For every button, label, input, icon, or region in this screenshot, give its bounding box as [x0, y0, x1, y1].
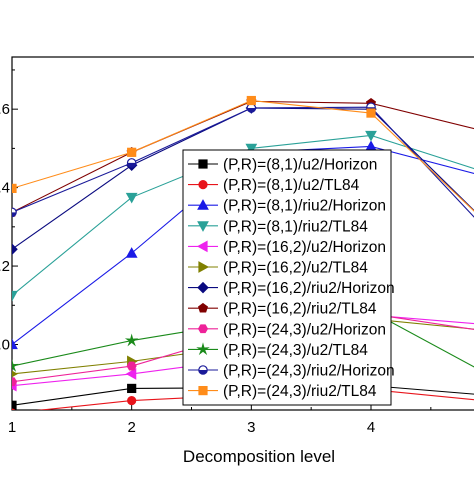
legend-label: (P,R)=(8,1)/u2/TL84	[223, 177, 360, 194]
legend-entry: (P,R)=(8,1)/u2/TL84	[188, 177, 360, 194]
legend-label: (P,R)=(16,2)/u2/Horizon	[223, 239, 386, 256]
data-point	[125, 368, 137, 380]
legend-label: (P,R)=(8,1)/riu2/TL84	[223, 218, 368, 235]
data-point	[12, 338, 18, 350]
legend-entry: (P,R)=(24,3)/riu2/Horizon	[188, 363, 395, 380]
data-point	[365, 130, 377, 142]
legend-entry: (P,R)=(24,3)/riu2/TL84	[188, 383, 377, 400]
data-point	[12, 400, 17, 410]
legend-entry: (P,R)=(16,2)/u2/TL84	[188, 260, 368, 277]
series-12	[12, 95, 474, 212]
data-point	[246, 95, 256, 106]
legend-marker	[197, 324, 209, 334]
legend-entry: (P,R)=(8,1)/riu2/Horizon	[188, 198, 386, 215]
legend-marker	[197, 199, 209, 210]
legend-box	[182, 149, 392, 406]
data-point	[125, 247, 138, 258]
legend-entry: (P,R)=(16,2)/u2/Horizon	[188, 239, 386, 256]
x-tick-label: 4	[367, 419, 375, 436]
legend-label: (P,R)=(24,3)/riu2/TL84	[223, 383, 377, 400]
legend-label: (P,R)=(8,1)/u2/Horizon	[223, 157, 377, 174]
data-point	[125, 192, 138, 204]
data-point	[12, 358, 19, 372]
data-point	[12, 408, 16, 410]
data-point	[245, 143, 258, 155]
data-point	[126, 158, 137, 168]
data-point-fill	[127, 162, 136, 168]
legend-marker	[197, 302, 209, 313]
y-tick-label: .4	[0, 180, 10, 197]
data-point	[127, 395, 137, 406]
legend-entry: (P,R)=(8,1)/riu2/TL84	[188, 218, 368, 235]
legend-marker-fill	[198, 370, 208, 375]
data-point	[12, 377, 18, 387]
legend-label: (P,R)=(24,3)/u2/TL84	[223, 342, 368, 359]
legend-marker	[198, 385, 208, 396]
data-point	[12, 207, 17, 218]
data-point	[12, 290, 18, 302]
legend-label: (P,R)=(16,2)/riu2/TL84	[223, 301, 377, 318]
legend-entry: (P,R)=(24,3)/u2/TL84	[188, 342, 368, 359]
legend-label: (P,R)=(8,1)/riu2/Horizon	[223, 198, 386, 215]
data-point	[127, 383, 137, 394]
data-point	[126, 361, 137, 371]
y-tick-label: .0	[0, 336, 10, 353]
data-point-fill	[247, 107, 256, 113]
legend-marker	[196, 342, 210, 356]
legend-label: (P,R)=(24,3)/riu2/Horizon	[223, 363, 395, 380]
x-axis-label: Decomposition level	[183, 447, 335, 466]
data-point	[365, 140, 377, 152]
legend-label: (P,R)=(24,3)/u2/Horizon	[223, 321, 386, 338]
data-point	[12, 370, 19, 378]
legend-marker	[198, 159, 208, 169]
legend-label: (P,R)=(16,2)/riu2/Horizon	[223, 280, 395, 297]
legend-entry: (P,R)=(16,2)/riu2/Horizon	[188, 280, 395, 297]
legend-entry: (P,R)=(24,3)/u2/Horizon	[188, 321, 386, 338]
ticks-layer: 1 2 3 4 .6 .4 .2 .0	[0, 69, 432, 436]
legend-marker	[197, 221, 209, 232]
x-tick-label: 3	[247, 419, 255, 436]
legend-marker	[198, 261, 210, 273]
x-tick-label: 2	[127, 419, 135, 436]
legend-marker	[198, 365, 208, 375]
legend-marker	[197, 281, 209, 294]
y-tick-label: .2	[0, 258, 10, 275]
plot-frame	[11, 56, 474, 411]
data-point	[366, 108, 376, 118]
legend-marker	[196, 240, 208, 253]
legend-label: (P,R)=(16,2)/u2/TL84	[223, 260, 368, 277]
data-point	[124, 333, 139, 347]
x-tick-label: 1	[8, 419, 16, 436]
legend-entry: (P,R)=(16,2)/riu2/TL84	[188, 301, 377, 318]
y-tick-label: .6	[0, 101, 10, 118]
data-point	[127, 147, 137, 157]
data-point	[12, 183, 17, 193]
data-point-fill	[12, 212, 17, 217]
legend-entry: (P,R)=(8,1)/u2/Horizon	[188, 157, 377, 174]
series-11	[12, 102, 474, 218]
data-point	[12, 243, 18, 255]
legend-marker	[198, 180, 208, 190]
legend: (P,R)=(8,1)/u2/Horizon (P,R)=(8,1)/u2/TL8…	[182, 149, 395, 406]
